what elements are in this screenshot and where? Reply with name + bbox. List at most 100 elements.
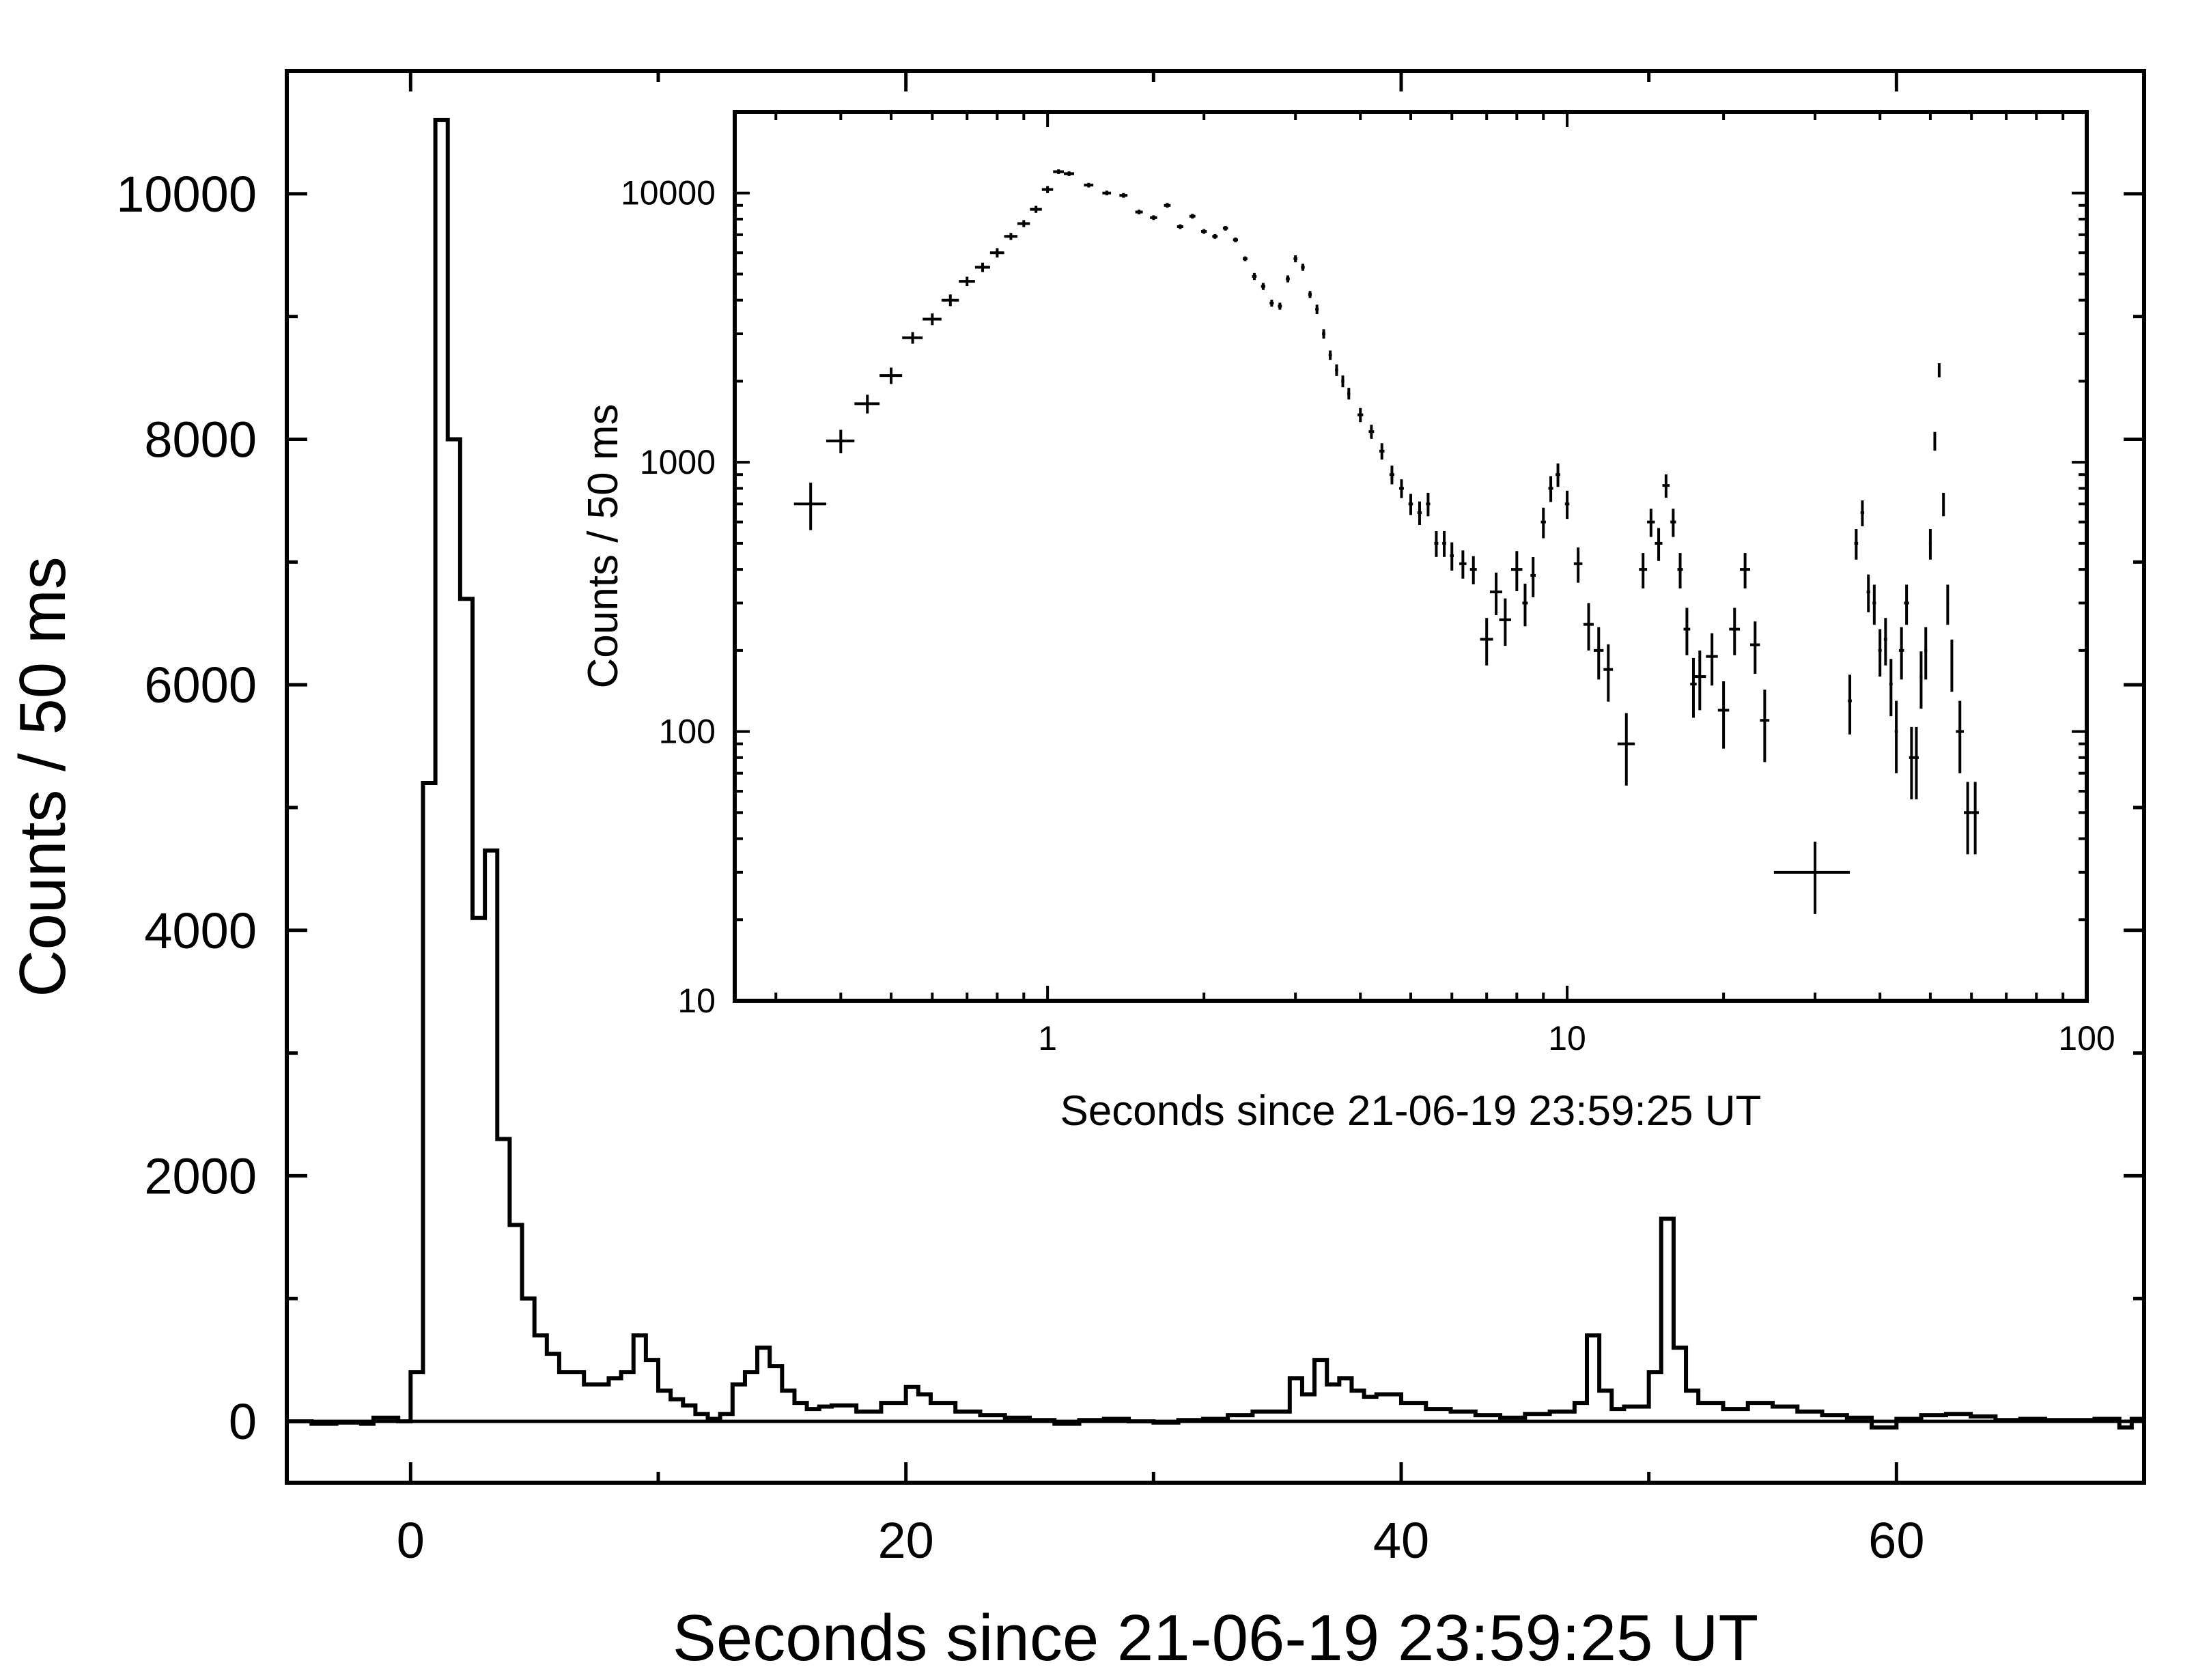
inset-data-point (1135, 210, 1143, 215)
inset-data-point (1860, 500, 1865, 526)
inset-data-point (1583, 603, 1594, 651)
inset-data-point (1677, 553, 1683, 588)
inset-data-point (1933, 431, 1937, 451)
inset-data-point (1368, 425, 1375, 439)
inset-axis-ticks (735, 111, 2088, 1002)
inset-data-point (1119, 193, 1128, 198)
inset-data-point (1617, 713, 1635, 786)
inset-data-point (1480, 618, 1493, 666)
inset-data-point (1898, 627, 1904, 680)
inset-data-point (1434, 531, 1439, 557)
inset-data-point (1308, 291, 1312, 298)
inset-data-point (1946, 584, 1949, 625)
inset-data-point (1690, 657, 1697, 718)
inset-data-point (793, 483, 826, 530)
inset-data-point (1347, 388, 1351, 400)
y-tick-label: 2000 (144, 1148, 257, 1204)
inset-data-point (1499, 598, 1511, 646)
inset-data-point (1102, 190, 1112, 196)
inset-data-point (879, 367, 903, 384)
inset-data-point (1894, 700, 1898, 773)
inset-data-point (1417, 501, 1422, 525)
y-tick-label: 10000 (116, 166, 257, 223)
inset-data-point (1084, 182, 1094, 188)
inset-data-point (1971, 782, 1980, 855)
inset-data-point (1341, 375, 1345, 388)
y-tick-label: 6000 (144, 657, 257, 713)
inset-data-point (1647, 509, 1655, 537)
inset-data-point (1510, 551, 1523, 592)
inset-data-point (1655, 528, 1663, 561)
inset-data-point (1683, 608, 1691, 655)
main-histogram-series (287, 117, 2146, 1430)
inset-tick-labels: 1 10 100 10 100 1000 10000 (621, 174, 2115, 1057)
inset-data-point (1729, 608, 1741, 655)
inset-data-point (1053, 169, 1065, 174)
inset-data-point (1573, 547, 1583, 583)
inset-data-point (1872, 584, 1876, 625)
inset-data-point (1335, 364, 1338, 376)
inset-x-tick-label: 10 (1548, 1019, 1586, 1057)
inset-data-point (1212, 233, 1218, 239)
inset-x-tick-label: 100 (2058, 1019, 2115, 1057)
inset-data-point (1693, 650, 1706, 711)
inset-data-point (1540, 507, 1546, 539)
inset-data-point (1459, 550, 1467, 579)
inset-data-point (1426, 492, 1431, 517)
inset-data-point (1322, 329, 1325, 339)
inset-data-point (1760, 689, 1770, 763)
main-x-axis-label: Seconds since 21-06-19 23:59:25 UT (673, 1601, 1758, 1675)
inset-data-point (1301, 264, 1305, 271)
inset-data-point (1177, 224, 1183, 229)
inset-data-point (1773, 841, 1850, 914)
inset-data-point (1064, 171, 1075, 176)
inset-data-point (1286, 275, 1290, 283)
inset-error-bar-series (793, 169, 1980, 914)
inset-data-point (1740, 553, 1751, 588)
inset-data-point (1315, 304, 1319, 315)
inset-data-point (1548, 476, 1553, 502)
inset-data-point (1233, 237, 1238, 242)
inset-data-point (1909, 726, 1914, 799)
inset-data-point (1919, 651, 1923, 709)
inset-data-point (1963, 782, 1972, 855)
inset-data-point (1408, 494, 1413, 515)
inset-data-point (854, 395, 880, 414)
inset-data-point (1530, 557, 1536, 597)
inset-data-point (1924, 627, 1928, 680)
inset-data-point (1670, 509, 1676, 537)
inset-data-point (1564, 490, 1570, 519)
inset-data-point (1261, 283, 1266, 290)
inset-data-point (1389, 466, 1395, 485)
inset-data-point (1469, 556, 1477, 585)
inset-y-tick-label: 1000 (640, 443, 716, 481)
y-tick-label: 0 (229, 1393, 257, 1450)
inset-data-point (941, 294, 959, 307)
inset-data-point (1357, 408, 1364, 423)
inset-data-point (1489, 572, 1502, 616)
inset-data-point (1937, 363, 1941, 378)
inset-data-point (1706, 633, 1718, 686)
x-tick-label: 20 (878, 1512, 934, 1569)
inset-data-point (1866, 574, 1870, 612)
inset-y-tick-label: 10 (677, 982, 716, 1020)
inset-data-point (1222, 225, 1228, 231)
inset-data-point (1017, 220, 1030, 227)
x-tick-label: 60 (1868, 1512, 1924, 1569)
inset-data-point (1399, 479, 1404, 498)
inset-data-point (1293, 255, 1297, 263)
inset-data-point (1928, 528, 1932, 560)
main-y-axis-label: Counts / 50 ms (6, 556, 79, 997)
inset-data-point (1278, 302, 1282, 310)
inset-data-point (1450, 542, 1454, 571)
main-tick-labels: 0 20 40 60 0 2000 4000 6000 8000 10000 (116, 166, 1924, 1569)
inset-data-point (1030, 205, 1042, 213)
inset-y-tick-label: 100 (659, 713, 716, 751)
inset-data-point (1201, 229, 1207, 234)
inset-data-point (1603, 644, 1614, 702)
inset-data-point (1252, 272, 1257, 281)
inset-y-axis-label: Counts / 50 ms (580, 404, 627, 689)
inset-plot: 1 10 100 10 100 1000 10000 Seconds since 21-06… (580, 110, 2115, 1135)
inset-y-tick-label: 10000 (621, 174, 716, 212)
inset-data-point (1328, 350, 1332, 360)
